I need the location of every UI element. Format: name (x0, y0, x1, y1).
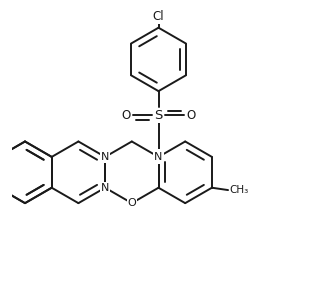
Text: N: N (154, 152, 163, 162)
Text: O: O (127, 198, 136, 208)
Text: S: S (154, 109, 163, 122)
Text: Cl: Cl (153, 10, 164, 23)
Text: O: O (186, 109, 195, 122)
Text: O: O (122, 109, 131, 122)
Text: N: N (154, 150, 163, 163)
Text: N: N (101, 183, 109, 193)
Text: N: N (101, 152, 109, 162)
Text: CH₃: CH₃ (229, 185, 249, 195)
